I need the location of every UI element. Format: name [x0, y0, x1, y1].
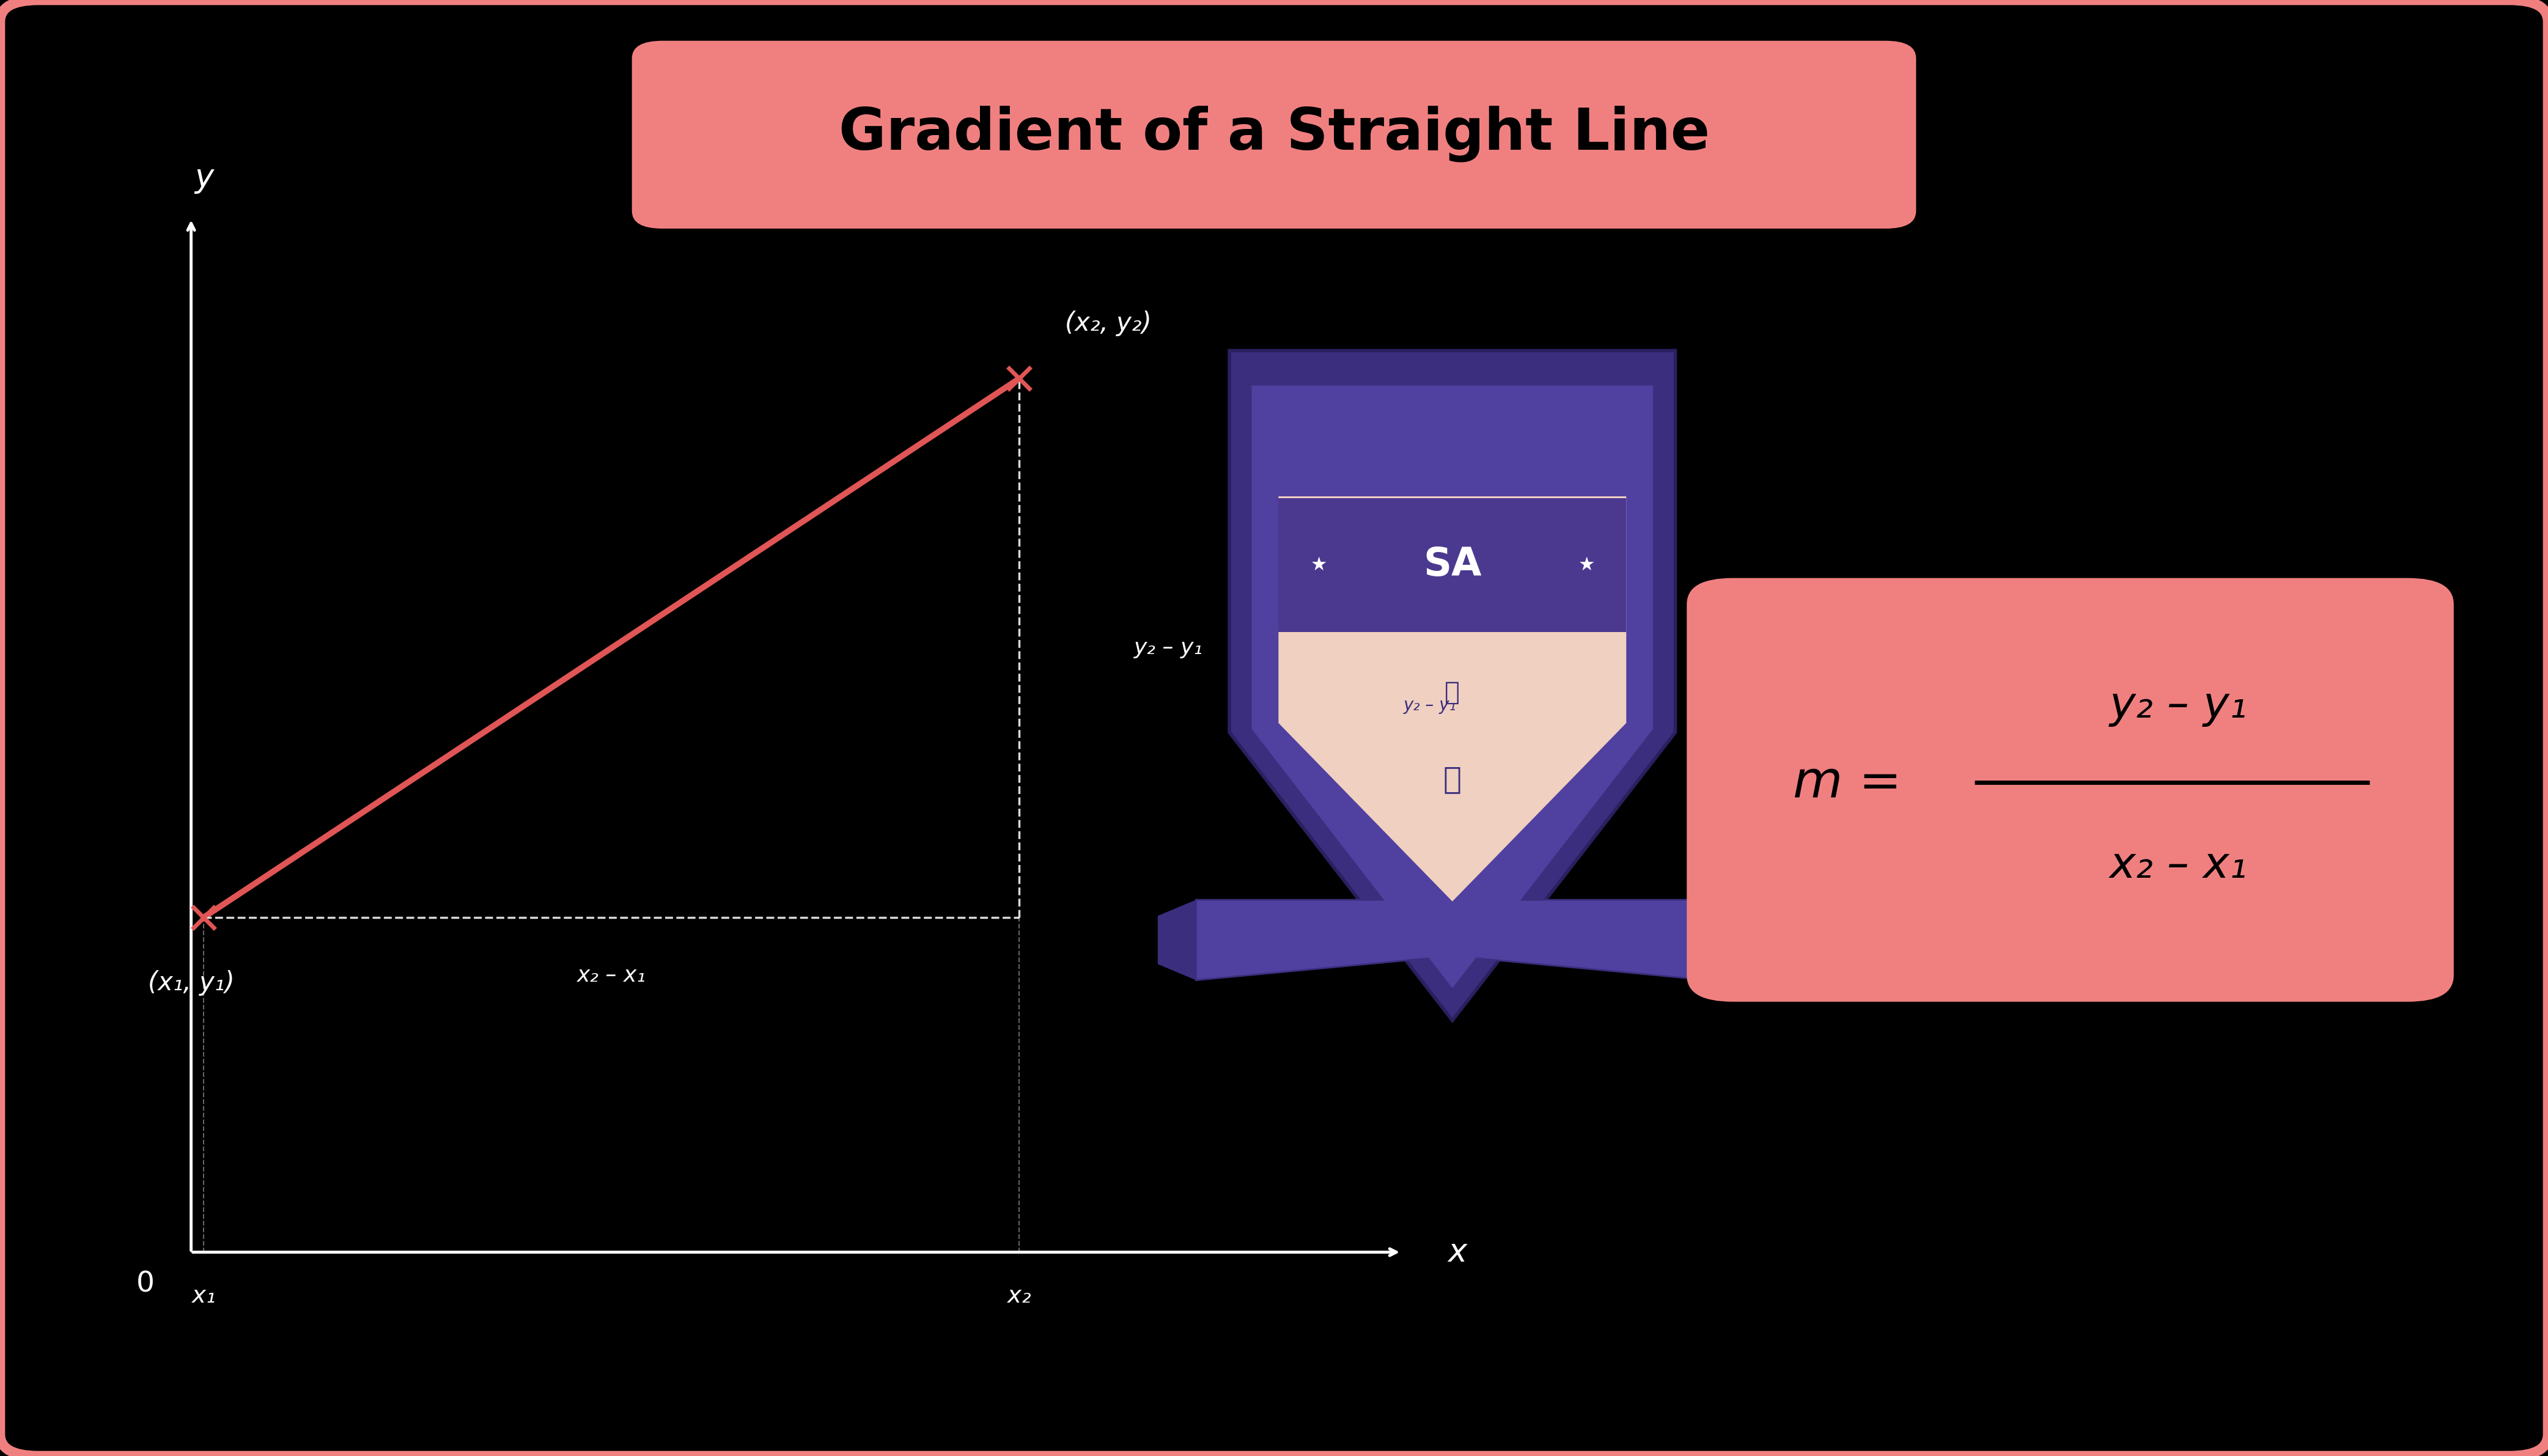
Polygon shape [1279, 496, 1626, 901]
FancyBboxPatch shape [1687, 578, 2454, 1002]
Text: y₂ – y₁: y₂ – y₁ [1134, 638, 1203, 658]
FancyBboxPatch shape [632, 41, 1916, 229]
Polygon shape [1279, 498, 1626, 632]
Text: (x₂, y₂): (x₂, y₂) [1065, 310, 1152, 336]
Text: SA: SA [1424, 546, 1480, 584]
Text: 👥: 👥 [1445, 680, 1460, 705]
Polygon shape [1195, 900, 1710, 980]
Text: x₂ – x₁: x₂ – x₁ [2110, 844, 2247, 887]
Polygon shape [1251, 386, 1654, 989]
Text: 📖: 📖 [1442, 764, 1463, 794]
Text: Gradient of a Straight Line: Gradient of a Straight Line [838, 106, 1710, 162]
Polygon shape [1710, 900, 1748, 980]
Text: m =: m = [1794, 757, 1901, 808]
Text: 0: 0 [135, 1271, 155, 1297]
Text: y₂ – y₁: y₂ – y₁ [1404, 697, 1457, 713]
Text: y₂ – y₁: y₂ – y₁ [2110, 684, 2247, 727]
Polygon shape [1157, 900, 1195, 980]
Polygon shape [1228, 351, 1677, 1021]
Text: x₂: x₂ [1006, 1284, 1032, 1307]
Text: x₂ – x₁: x₂ – x₁ [576, 965, 647, 986]
Text: ★: ★ [1310, 556, 1328, 574]
Text: x₁: x₁ [191, 1284, 217, 1307]
Text: (x₁, y₁): (x₁, y₁) [148, 970, 234, 996]
Text: y: y [194, 162, 214, 194]
Text: ★: ★ [1577, 556, 1595, 574]
Text: x: x [1447, 1236, 1468, 1268]
